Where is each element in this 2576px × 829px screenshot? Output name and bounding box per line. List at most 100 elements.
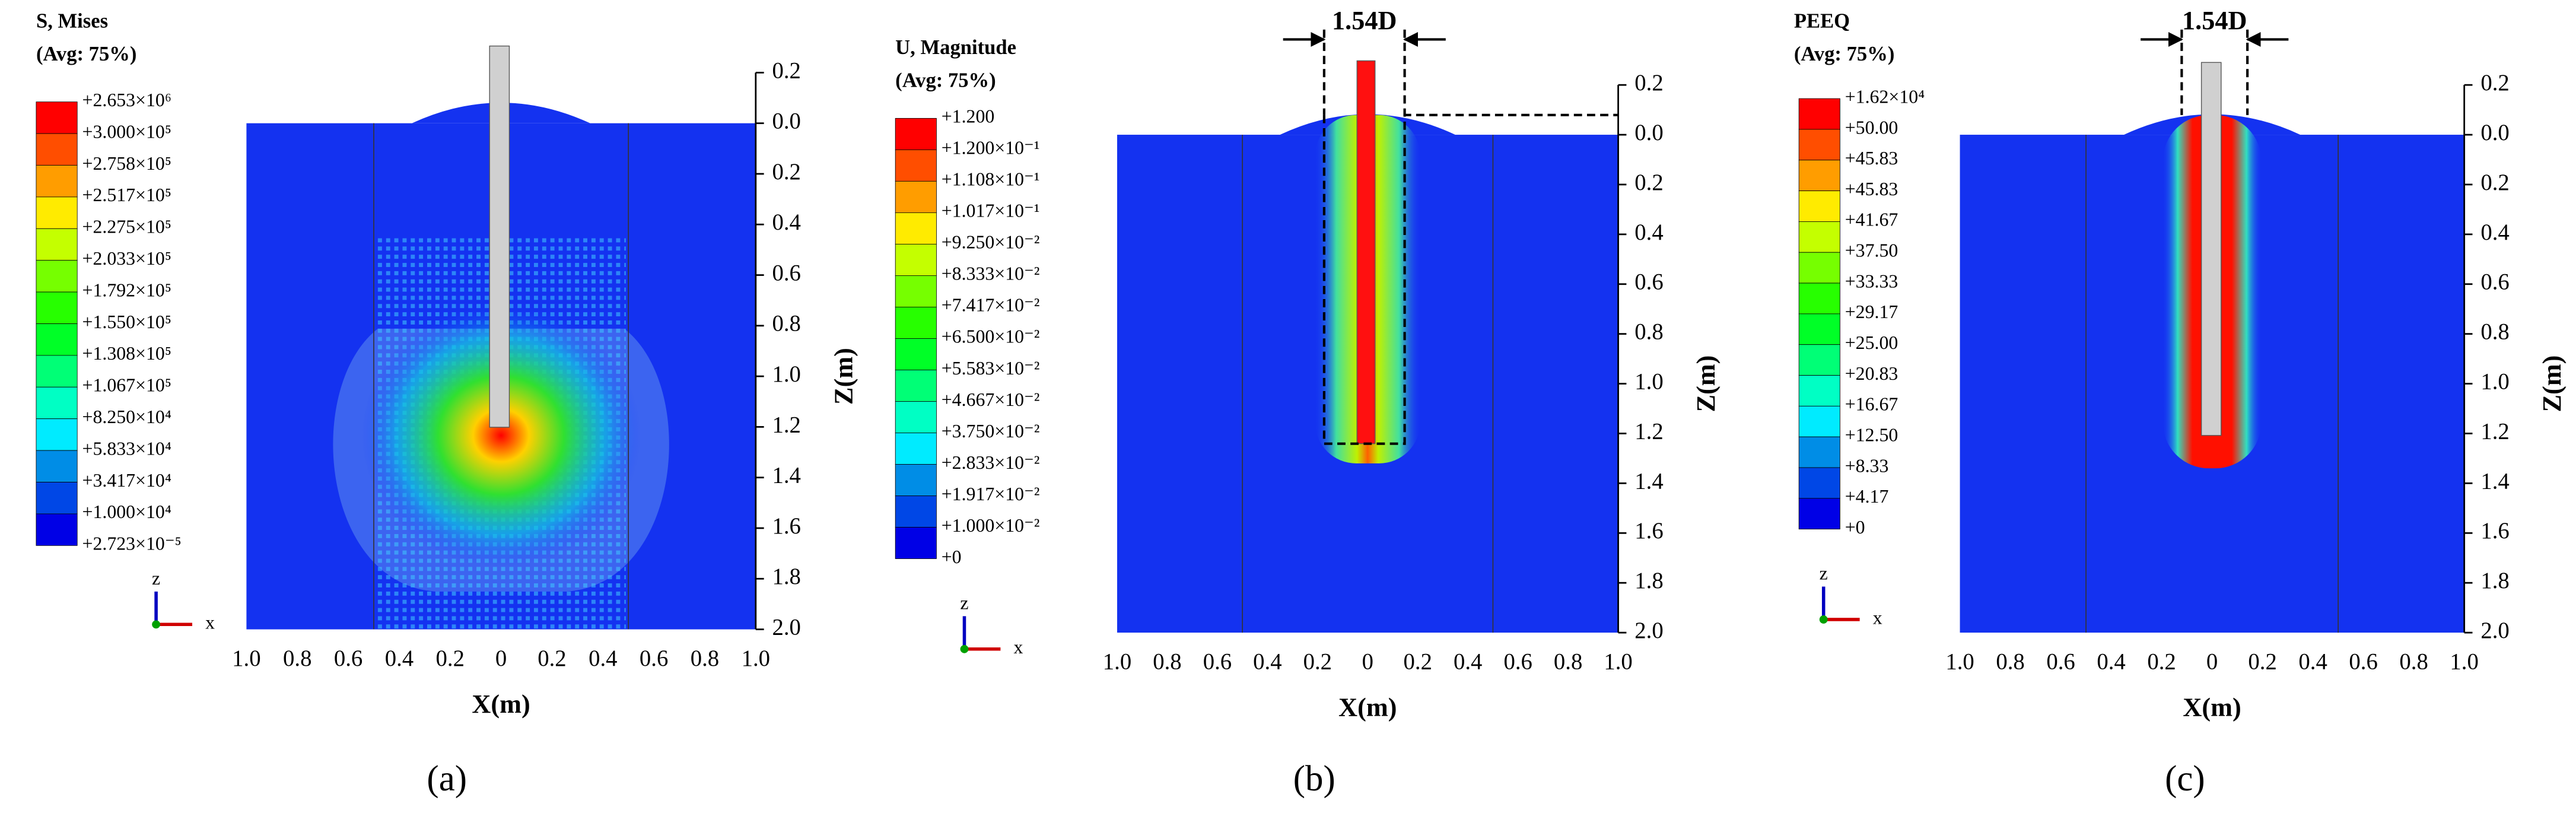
legend-band (36, 133, 78, 166)
legend-label: +7.417×10⁻² (942, 295, 1040, 316)
legend-band (1798, 375, 1840, 406)
x-tick-label: 0.4 (1454, 649, 1482, 675)
legend-label: +41.67 (1845, 209, 1898, 230)
x-tick-label: 0.6 (1203, 649, 1232, 675)
x-axis-label: X(m) (1338, 693, 1397, 722)
legend-label: +50.00 (1845, 117, 1898, 138)
legend-label: +33.33 (1845, 271, 1898, 291)
x-tick-label: 0.8 (1996, 649, 2024, 675)
z-tick-label: 0.2 (2480, 70, 2509, 96)
triad-z-label: z (152, 568, 160, 589)
z-tick-label: 1.2 (2480, 418, 2509, 444)
legend-band (1798, 282, 1840, 315)
panel-label: (c) (2165, 759, 2205, 799)
z-tick-label: 0.4 (1634, 220, 1663, 245)
legend-label: +8.333×10⁻² (942, 263, 1040, 284)
z-tick-label: 0.2 (1634, 170, 1663, 195)
z-tick-label: 0.2 (1634, 70, 1663, 96)
z-tick-label: 1.4 (772, 463, 801, 488)
z-tick-label: 1.6 (2480, 518, 2509, 544)
x-tick-label: 1.0 (2450, 649, 2478, 675)
x-tick-label: 0.8 (283, 646, 311, 671)
legend-label: +1.200×10⁻¹ (942, 138, 1040, 158)
legend-label: +2.275×10⁵ (82, 217, 171, 237)
legend-label: +1.067×10⁵ (82, 375, 171, 396)
panel: S, Mises (Avg: 75%) +2.653×10⁶ +3.000×10⁵ +2… (36, 10, 858, 799)
triad-x-label: x (1873, 607, 1882, 628)
x-tick-label: 0.4 (2298, 649, 2327, 675)
x-axis-label: X(m) (2183, 693, 2241, 722)
stress-zone (361, 304, 641, 567)
legend-label: +5.583×10⁻² (942, 358, 1040, 379)
z-tick-label: 1.8 (2480, 568, 2509, 593)
legend-label: +29.17 (1845, 301, 1898, 322)
z-tick-label: 1.0 (772, 361, 801, 387)
legend-band (36, 450, 78, 482)
legend-band (1798, 405, 1840, 437)
z-tick-label: 0.6 (2480, 269, 2509, 295)
legend-band (1798, 190, 1840, 222)
dim-box (1322, 113, 1618, 445)
x-tick-label: 0 (495, 646, 507, 671)
legend-label: +1.308×10⁵ (82, 343, 171, 364)
x-tick-label: 0.8 (2399, 649, 2428, 675)
x-tick-label: 0.8 (1153, 649, 1181, 675)
legend-title: PEEQ (1794, 10, 1850, 33)
legend-label: +1.000×10⁻² (942, 515, 1040, 536)
legend-title: U, Magnitude (895, 36, 1016, 59)
dimension-label: 1.54D (1332, 6, 1397, 35)
legend-band (36, 513, 78, 546)
legend-band (1798, 160, 1840, 192)
legend-subtitle: (Avg: 75%) (36, 43, 136, 65)
z-tick-label: 2.0 (1634, 618, 1663, 643)
x-tick-label: 0.2 (538, 646, 566, 671)
x-tick-label: 1.0 (232, 646, 260, 671)
legend-label: +9.250×10⁻² (942, 232, 1040, 253)
legend-band (36, 228, 78, 261)
z-tick-label: 1.8 (1634, 568, 1663, 593)
legend-label: +37.50 (1845, 240, 1898, 261)
legend-band (895, 117, 937, 150)
legend-band (36, 260, 78, 293)
legend-label: +5.833×10⁴ (82, 438, 171, 459)
z-tick-label: 1.2 (772, 412, 801, 437)
legend-label: +20.83 (1845, 363, 1898, 384)
x-tick-label: 0.8 (691, 646, 719, 671)
z-tick-label: 0.0 (2480, 120, 2509, 145)
legend-band (895, 496, 937, 528)
triad-origin (960, 644, 969, 653)
z-tick-label: 0.6 (1634, 269, 1663, 295)
legend-band (1798, 129, 1840, 161)
legend-label: +1.917×10⁻² (942, 484, 1040, 504)
panel: PEEQ (Avg: 75%) +1.62×10⁴ +50.00 +45.83 +45.8… (1794, 6, 2567, 799)
x-tick-label: 0.2 (1404, 649, 1432, 675)
x-tick-label: 0.2 (436, 646, 465, 671)
x-tick-label: 0.2 (2147, 649, 2176, 675)
legend-label: +1.000×10⁴ (82, 501, 171, 522)
triad-x-label: x (205, 612, 215, 633)
x-tick-label: 0.6 (2349, 649, 2377, 675)
legend-band (36, 386, 78, 420)
legend-label: +8.33 (1845, 455, 1889, 476)
legend-subtitle: (Avg: 75%) (895, 69, 996, 91)
legend-label: +8.250×10⁴ (82, 406, 171, 427)
legend-band (36, 196, 78, 229)
legend-band (895, 212, 937, 244)
x-tick-label: 0.8 (1554, 649, 1582, 675)
legend-band (895, 338, 937, 370)
pile (489, 45, 510, 428)
x-tick-label: 0.2 (1303, 649, 1332, 675)
legend-band (895, 275, 937, 307)
legend-band (895, 464, 937, 496)
z-tick-label: 1.0 (1634, 369, 1663, 394)
legend-label: +2.723×10⁻⁵ (82, 533, 181, 554)
x-tick-label: 0.4 (2097, 649, 2125, 675)
z-tick-label: 0.2 (772, 159, 801, 185)
legend-label: +4.667×10⁻² (942, 389, 1040, 410)
legend-label: +45.83 (1845, 148, 1898, 169)
z-tick-label: 0.4 (2480, 220, 2509, 245)
z-axis-label: Z(m) (829, 348, 858, 405)
legend-band (36, 323, 78, 356)
x-axis-label: X(m) (472, 690, 530, 719)
